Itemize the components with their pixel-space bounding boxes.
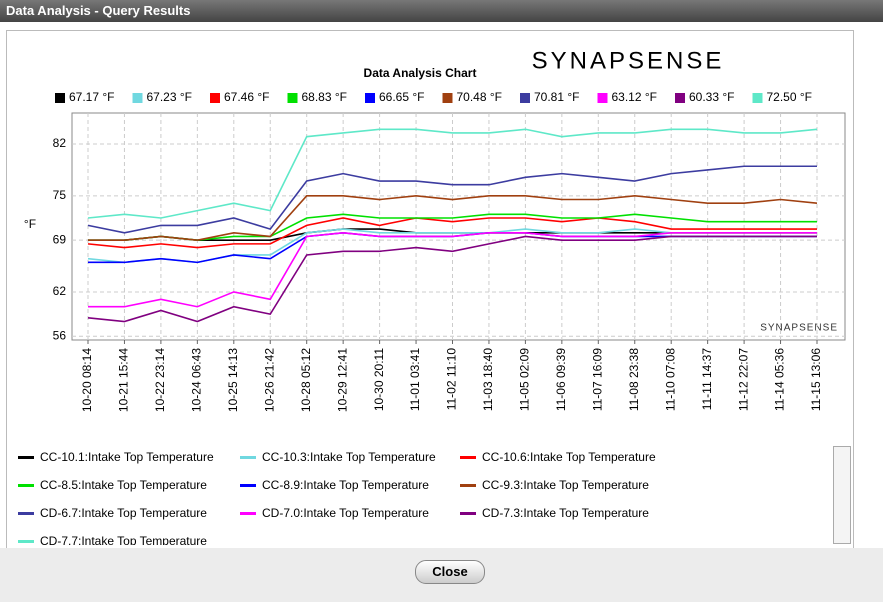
legend-swatch	[18, 540, 34, 544]
legend-swatch	[520, 93, 530, 103]
x-tick-label: 10-21 15:44	[117, 348, 131, 412]
x-tick-label: 11-03 18:40	[481, 348, 495, 411]
legend-swatch	[365, 93, 375, 103]
x-tick-label: 11-10 07:08	[663, 348, 677, 411]
x-tick-label: 10-26 21:42	[262, 348, 276, 412]
x-tick-label: 11-11 14:37	[700, 348, 714, 411]
legend-item: CD-7.3:Intake Top Temperature	[460, 506, 649, 520]
x-tick-label: 10-20 08:14	[80, 348, 94, 412]
legend-item: CD-7.0:Intake Top Temperature	[240, 506, 429, 520]
legend-value: 68.83 °F	[302, 90, 348, 104]
legend-swatch	[460, 456, 476, 460]
series-line	[87, 128, 818, 219]
legend-label: CC-8.5:Intake Top Temperature	[40, 478, 207, 492]
legend-item: CC-8.9:Intake Top Temperature	[240, 478, 429, 492]
series-line	[87, 165, 817, 234]
legend-label: CC-10.6:Intake Top Temperature	[482, 450, 656, 464]
legend-item: CC-10.3:Intake Top Temperature	[240, 450, 436, 464]
legend-swatch	[132, 93, 143, 103]
legend-item: CC-9.3:Intake Top Temperature	[460, 478, 649, 492]
legend-label: CD-7.7:Intake Top Temperature	[40, 534, 207, 545]
legend-swatch	[55, 93, 65, 103]
scrollbar[interactable]	[833, 446, 851, 544]
legend-value: 63.12 °F	[612, 90, 658, 104]
legend-swatch	[460, 512, 476, 516]
close-button[interactable]: Close	[415, 560, 485, 584]
legend-swatch	[460, 484, 476, 488]
legend-value: 70.81 °F	[534, 90, 580, 104]
legend-item: CD-6.7:Intake Top Temperature	[18, 506, 207, 520]
legend-label: CC-10.1:Intake Top Temperature	[40, 450, 214, 464]
legend-item: CC-10.1:Intake Top Temperature	[18, 450, 214, 464]
x-tick-label: 11-15 13:06	[809, 348, 823, 411]
x-tick-label: 11-07 16:09	[590, 348, 604, 411]
x-tick-label: 10-30 20:11	[372, 348, 386, 411]
legend-label: CC-8.9:Intake Top Temperature	[262, 478, 429, 492]
window-title: Data Analysis - Query Results	[0, 0, 883, 22]
legend-label: CC-9.3:Intake Top Temperature	[482, 478, 649, 492]
series-line	[88, 231, 817, 308]
y-tick-label: 62	[53, 284, 67, 298]
legend-item: CD-7.7:Intake Top Temperature	[18, 534, 207, 545]
legend-value: 70.48 °F	[457, 90, 503, 104]
legend-swatch	[675, 93, 685, 103]
legend-swatch	[442, 93, 453, 103]
legend: CC-10.1:Intake Top Temperature CC-10.3:In…	[8, 443, 834, 545]
x-tick-label: 11-06 09:39	[554, 348, 568, 411]
legend-value: 60.33 °F	[689, 90, 735, 104]
legend-value: 66.65 °F	[379, 90, 425, 104]
x-tick-label: 11-02 11:10	[445, 348, 459, 411]
x-tick-label: 10-29 12:41	[335, 348, 349, 412]
legend-item: CC-8.5:Intake Top Temperature	[18, 478, 207, 492]
x-tick-label: 11-05 02:09	[518, 348, 532, 411]
x-tick-label: 11-01 03:41	[408, 348, 422, 411]
series-line	[88, 213, 817, 241]
y-tick-label: 75	[53, 188, 67, 202]
legend-swatch	[18, 456, 34, 460]
legend-swatch	[287, 93, 298, 103]
legend-label: CD-7.0:Intake Top Temperature	[262, 506, 429, 520]
x-tick-label: 10-24 06:43	[190, 348, 204, 412]
chart-panel	[6, 30, 854, 550]
chart-title: Data Analysis Chart	[364, 66, 477, 80]
watermark: SYNAPSENSE	[760, 323, 838, 334]
plot-frame	[71, 112, 846, 341]
x-tick-label: 10-28 05:12	[299, 348, 313, 412]
legend-label: CD-6.7:Intake Top Temperature	[40, 506, 207, 520]
legend-value: 67.17 °F	[69, 90, 115, 104]
y-tick-label: 56	[53, 328, 67, 342]
legend-value: 67.23 °F	[147, 90, 193, 104]
series-line	[88, 195, 818, 241]
legend-swatch	[597, 93, 608, 103]
legend-item: CC-10.6:Intake Top Temperature	[460, 450, 656, 464]
x-tick-label: 11-14 05:36	[773, 348, 787, 411]
legend-swatch	[240, 456, 256, 460]
brand-logo: SYNAPSENSE	[532, 47, 725, 74]
series-line	[87, 235, 817, 323]
legend-value: 67.46 °F	[224, 90, 270, 104]
legend-label: CC-10.3:Intake Top Temperature	[262, 450, 436, 464]
legend-swatch	[240, 512, 256, 516]
legend-swatch	[18, 484, 34, 488]
y-tick-label: 69	[53, 232, 67, 246]
legend-swatch	[18, 512, 34, 516]
legend-value: 72.50 °F	[767, 90, 813, 104]
x-tick-label: 10-22 23:14	[153, 348, 167, 412]
x-tick-label: 10-25 14:13	[226, 348, 240, 412]
x-tick-label: 11-08 23:38	[627, 348, 641, 411]
x-tick-label: 11-12 22:07	[736, 348, 750, 411]
y-tick-label: 82	[53, 136, 67, 150]
series-line	[87, 217, 817, 249]
y-axis-label: °F	[24, 217, 36, 231]
chart: Data Analysis Chart SYNAPSENSE SYNAPSENS…	[24, 47, 846, 412]
legend-swatch	[240, 484, 256, 488]
legend-swatch	[210, 93, 220, 103]
legend-label: CD-7.3:Intake Top Temperature	[482, 506, 649, 520]
legend-swatch	[752, 93, 763, 103]
